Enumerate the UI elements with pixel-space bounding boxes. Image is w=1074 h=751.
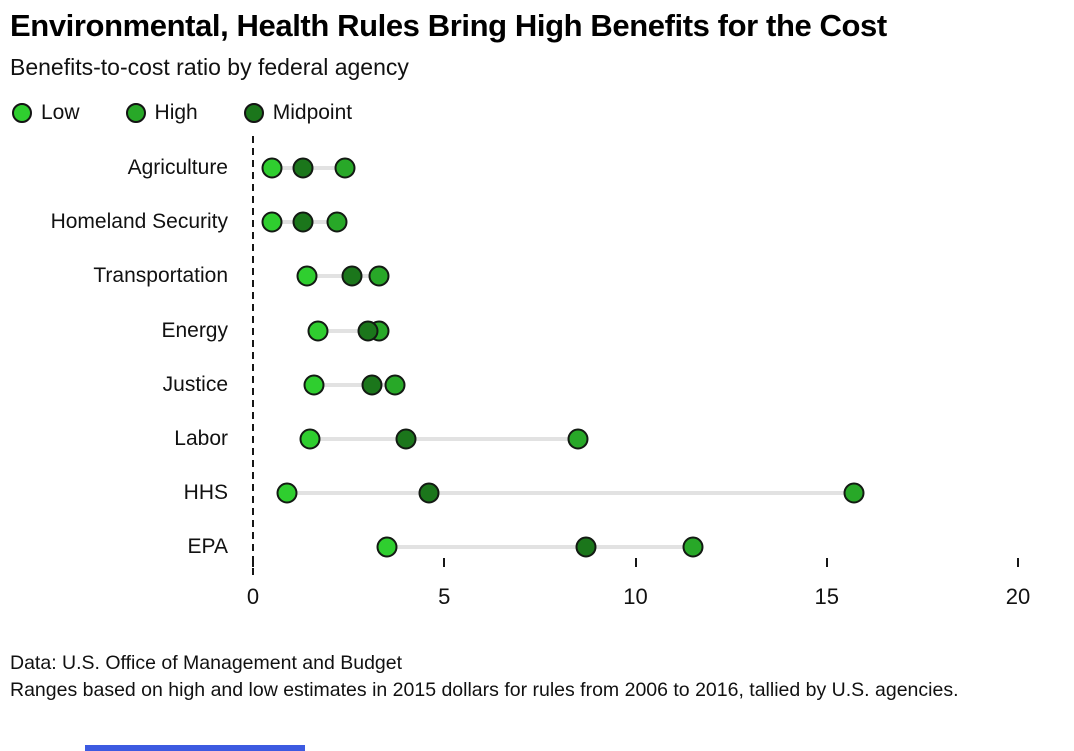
dot-high bbox=[368, 265, 390, 287]
dot-low bbox=[376, 536, 398, 558]
legend-marker-low-icon bbox=[12, 103, 32, 123]
dot-high bbox=[334, 157, 356, 179]
x-axis-tick-label: 10 bbox=[623, 584, 648, 609]
x-axis-tick bbox=[443, 558, 446, 567]
dot-midpoint bbox=[361, 374, 383, 396]
dot-low bbox=[307, 320, 329, 342]
dot-low bbox=[261, 157, 283, 179]
row-label-epa: EPA bbox=[187, 535, 228, 559]
dot-low bbox=[276, 482, 298, 504]
dot-high bbox=[682, 536, 704, 558]
dot-midpoint bbox=[341, 265, 363, 287]
row-label-labor: Labor bbox=[174, 427, 228, 450]
footer-note: Ranges based on high and low estimates i… bbox=[10, 679, 959, 701]
dot-low bbox=[261, 211, 283, 233]
legend-item-midpoint: Midpoint bbox=[243, 101, 353, 125]
legend-label: Midpoint bbox=[272, 101, 353, 124]
dot-midpoint bbox=[357, 320, 379, 342]
x-axis-tick bbox=[252, 558, 254, 567]
dot-midpoint bbox=[395, 428, 417, 450]
dot-midpoint bbox=[292, 157, 314, 179]
dot-high bbox=[567, 428, 589, 450]
range-connector bbox=[310, 437, 579, 441]
legend-label: High bbox=[154, 101, 198, 124]
dot-midpoint bbox=[418, 482, 440, 504]
legend-item-high: High bbox=[125, 101, 198, 125]
dot-low bbox=[299, 428, 321, 450]
dot-low bbox=[296, 265, 318, 287]
row-label-energy: Energy bbox=[161, 318, 228, 342]
x-axis-tick bbox=[825, 558, 828, 567]
legend-item-low: Low bbox=[12, 101, 80, 125]
range-connector bbox=[287, 491, 854, 496]
dot-high bbox=[384, 374, 406, 396]
zero-baseline-dashed bbox=[252, 136, 254, 578]
x-axis-tick bbox=[634, 558, 637, 567]
row-label-transportation: Transportation bbox=[93, 264, 228, 288]
legend-label: Low bbox=[41, 101, 80, 124]
x-axis-tick-label: 20 bbox=[1005, 584, 1031, 609]
legend-marker-high-icon bbox=[125, 103, 146, 123]
row-label-homeland-security: Homeland Security bbox=[50, 210, 228, 234]
x-axis-tick-label: 5 bbox=[438, 584, 451, 609]
x-axis-tick-label: 0 bbox=[246, 584, 260, 609]
range-connector bbox=[318, 328, 380, 333]
chart-title: Environmental, Health Rules Bring High B… bbox=[10, 8, 887, 43]
x-axis-tick bbox=[1017, 558, 1019, 567]
chart-subtitle: Benefits-to-cost ratio by federal agency bbox=[10, 54, 409, 80]
legend: Low High Midpoint bbox=[12, 101, 352, 125]
dot-midpoint bbox=[292, 211, 314, 233]
row-label-justice: Justice bbox=[162, 372, 228, 396]
dot-midpoint bbox=[575, 536, 597, 558]
dot-low bbox=[303, 374, 325, 396]
row-label-hhs: HHS bbox=[183, 481, 228, 505]
range-connector bbox=[386, 545, 693, 550]
dot-high bbox=[326, 211, 348, 233]
row-label-agriculture: Agriculture bbox=[127, 156, 228, 179]
footer: Data: U.S. Office of Management and Budg… bbox=[10, 650, 1000, 704]
bottom-accent-bar bbox=[85, 745, 305, 751]
legend-marker-midpoint-icon bbox=[243, 103, 264, 123]
footer-source: Data: U.S. Office of Management and Budg… bbox=[10, 652, 403, 674]
dot-high bbox=[843, 482, 865, 504]
x-axis-tick-label: 15 bbox=[814, 584, 839, 609]
range-connector bbox=[314, 382, 395, 387]
